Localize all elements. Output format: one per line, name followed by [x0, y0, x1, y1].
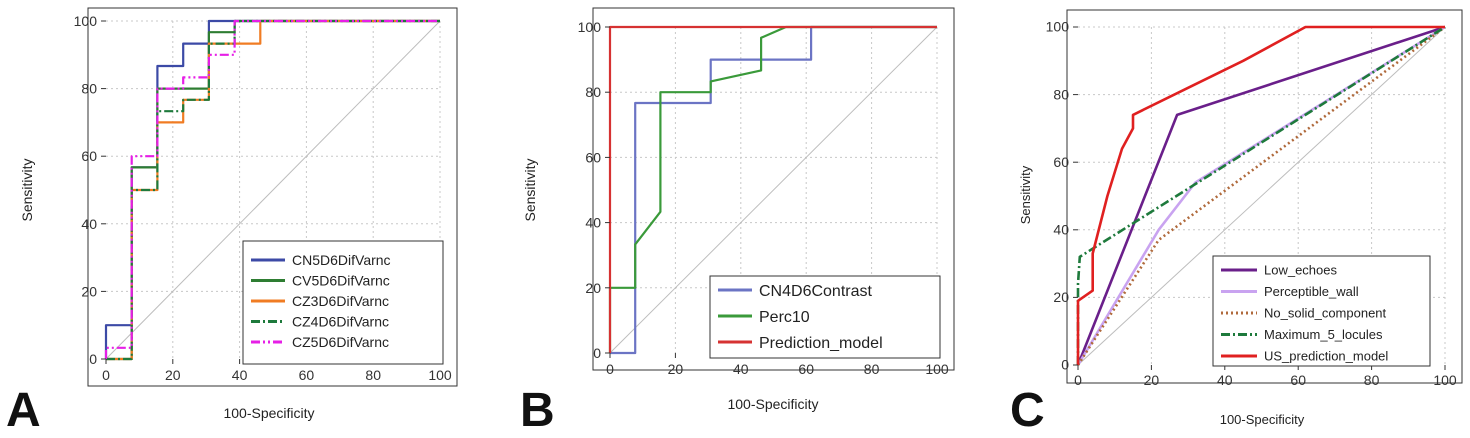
y-axis-title: Sensitivity: [19, 158, 35, 221]
y-tick-labels: 0 20 40 60 80 100: [1046, 19, 1078, 373]
y-tick-label: 60: [1053, 154, 1069, 170]
chart-a: 0 20 40 60 80 100 0 20 40 60 80 100 100-Specificit…: [6, 7, 458, 437]
y-tick-labels: 0 20 40 60 80 100: [578, 19, 610, 361]
y-tick-label: 0: [1061, 357, 1069, 373]
y-tick-label: 60: [585, 149, 601, 165]
panel-label: C: [1010, 384, 1045, 437]
diagonal-reference-line: [609, 26, 938, 354]
legend-label: Low_echoes: [1264, 263, 1337, 278]
roc-series-no-solid-component: [1076, 25, 1446, 366]
x-tick-label: 80: [864, 361, 880, 377]
roc-series-cz5d6difvarnc: [104, 19, 440, 359]
x-tick-label: 100: [925, 361, 949, 377]
roc-series-low-echoes: [1076, 25, 1446, 366]
legend-label: US_prediction_model: [1264, 349, 1388, 364]
x-tick-label: 40: [232, 367, 248, 383]
y-tick-label: 60: [81, 148, 97, 164]
y-tick-label: 100: [578, 19, 602, 35]
y-tick-label: 80: [81, 81, 97, 97]
x-tick-labels: 0 20 40 60 80 100: [102, 359, 452, 383]
legend: CN5D6DifVarnc CV5D6DifVarnc CZ3D6DifVarnc C…: [251, 252, 391, 350]
x-tick-label: 80: [365, 367, 381, 383]
x-tick-label: 60: [1290, 372, 1306, 388]
panel-label: B: [520, 384, 555, 437]
legend-label: Perceptible_wall: [1264, 284, 1359, 299]
y-tick-label: 80: [585, 84, 601, 100]
x-tick-label: 40: [1217, 372, 1233, 388]
legend-label: Perc10: [759, 309, 810, 326]
y-tick-label: 20: [81, 283, 97, 299]
x-tick-label: 60: [798, 361, 814, 377]
roc-series-perc10: [608, 25, 937, 353]
x-axis-title: 100-Specificity: [727, 396, 818, 412]
x-axis-title: 100-Specificity: [223, 405, 314, 421]
y-tick-label: 40: [1053, 221, 1069, 237]
legend-box: [1212, 255, 1431, 367]
legend: CN4D6Contrast Perc10 Prediction_model: [718, 283, 883, 352]
legend-label: CZ5D6DifVarnc: [292, 334, 389, 350]
y-axis-title: Sensitivity: [1018, 165, 1033, 224]
y-tick-label: 0: [89, 351, 97, 367]
x-tick-label: 20: [1144, 372, 1160, 388]
panel-label: A: [6, 384, 41, 437]
diagonal-reference-line: [105, 20, 441, 360]
series-group: [1076, 25, 1446, 366]
legend-label: CV5D6DifVarnc: [292, 273, 390, 289]
legend-label: No_solid_component: [1264, 306, 1387, 321]
roc-series-us-prediction-model: [1076, 25, 1445, 365]
chart-b: 0 20 40 60 80 100 0 20 40 60 80 100 100-Specificit…: [520, 7, 955, 437]
x-tick-label: 20: [668, 361, 684, 377]
x-tick-label: 100: [1433, 372, 1457, 388]
y-tick-label: 80: [1053, 86, 1069, 102]
y-tick-label: 20: [585, 280, 601, 296]
legend-label: CN4D6Contrast: [759, 283, 872, 300]
y-tick-label: 40: [81, 216, 97, 232]
legend-label: CZ4D6DifVarnc: [292, 314, 389, 330]
x-tick-label: 0: [1074, 372, 1082, 388]
series-group: [104, 19, 440, 361]
y-tick-label: 20: [1053, 289, 1069, 305]
y-tick-labels: 0 20 40 60 80 100: [74, 13, 106, 367]
y-tick-label: 0: [593, 345, 601, 361]
y-axis-title: Sensitivity: [522, 158, 538, 221]
x-tick-label: 40: [733, 361, 749, 377]
x-tick-label: 0: [102, 367, 110, 383]
y-tick-label: 40: [585, 215, 601, 231]
legend-label: Prediction_model: [759, 335, 883, 352]
x-tick-label: 20: [165, 367, 181, 383]
legend: Low_echoes Perceptible_wall No_solid_compo…: [1221, 263, 1388, 364]
legend-label: CN5D6DifVarnc: [292, 252, 391, 268]
y-tick-label: 100: [74, 13, 98, 29]
x-axis-title: 100-Specificity: [1220, 412, 1305, 427]
diagonal-reference-line: [1077, 26, 1446, 366]
x-tick-label: 0: [606, 361, 614, 377]
x-tick-labels: 0 20 40 60 80 100: [1074, 365, 1457, 388]
legend-label: CZ3D6DifVarnc: [292, 293, 389, 309]
x-tick-label: 80: [1364, 372, 1380, 388]
x-tick-label: 60: [299, 367, 315, 383]
y-tick-label: 100: [1046, 19, 1070, 35]
x-tick-label: 100: [428, 367, 452, 383]
legend-label: Maximum_5_locules: [1264, 327, 1383, 342]
x-tick-labels: 0 20 40 60 80 100: [606, 353, 949, 377]
chart-c: 0 20 40 60 80 100 0 20 40 60 80 100 100-Specificit…: [1010, 9, 1463, 437]
